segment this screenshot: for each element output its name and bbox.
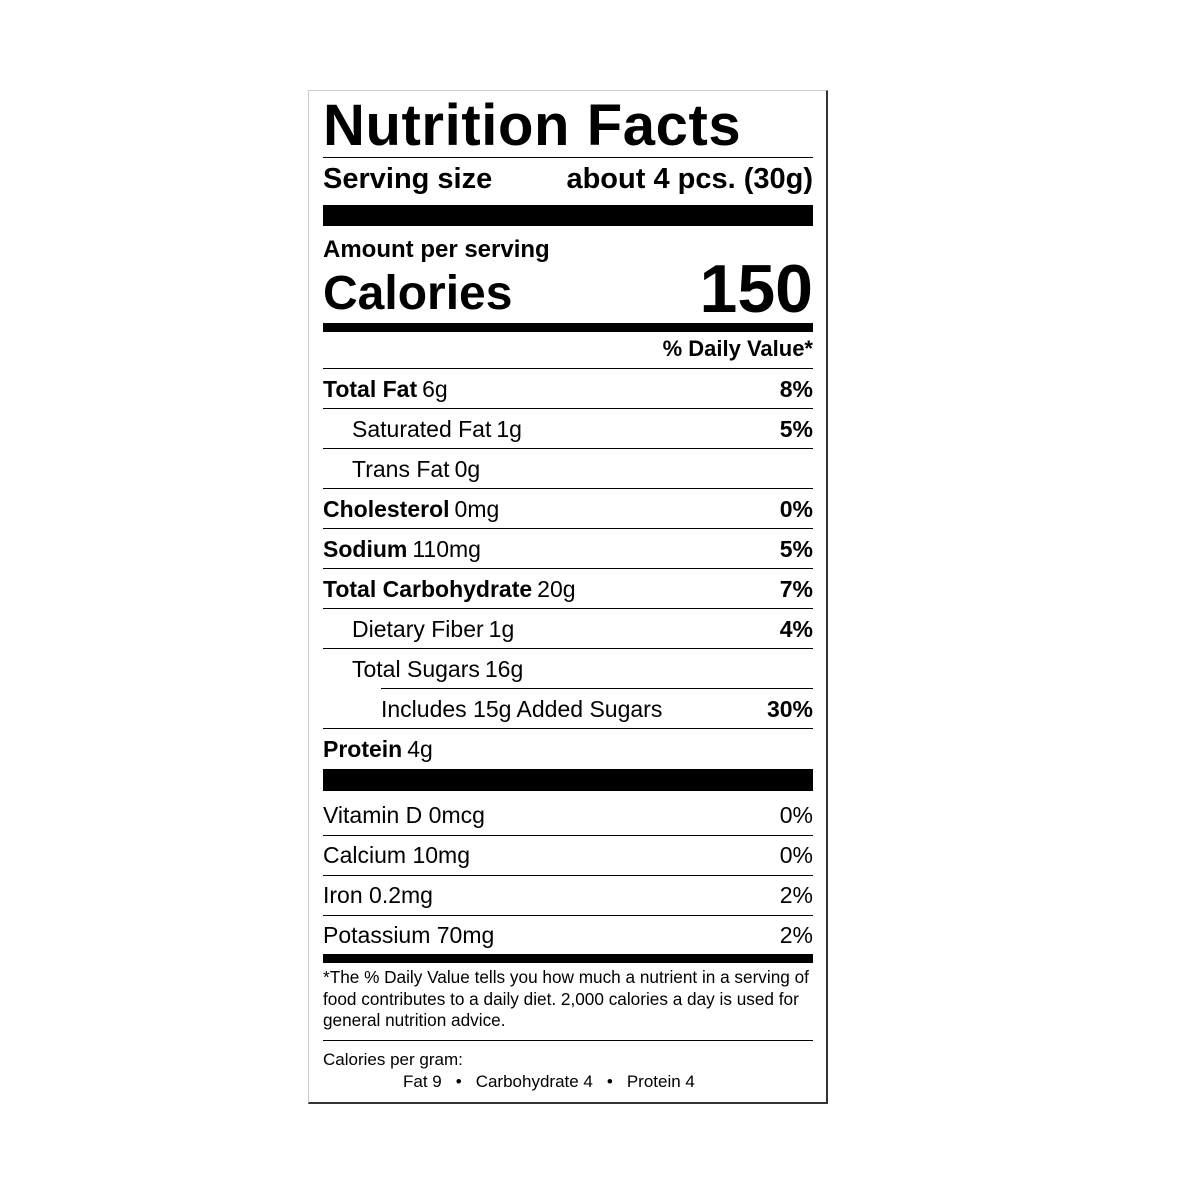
nutrient-row: Includes 15g Added Sugars 30% [323,689,813,729]
nutrient-daily-value: 0% [779,495,813,522]
vitamin-daily-value: 0% [779,801,813,828]
nutrient-daily-value: 5% [779,415,813,442]
nutrient-daily-value: 30% [766,695,813,722]
divider [323,875,813,876]
calories-value: 150 [699,251,813,327]
vitamin-daily-value: 0% [779,841,813,868]
nutrient-amount: 4g [407,735,433,762]
medium-divider [323,323,813,332]
nutrient-amount: 0mg [454,495,500,522]
divider [323,728,813,729]
serving-size-value: about 4 pcs. (30g) [566,163,813,195]
nutrient-name: Saturated Fat [352,415,492,442]
vitamin-row: Calcium 10mg 0% [323,835,813,875]
nutrient-row: Trans Fat 0g [323,449,813,489]
label-title: Nutrition Facts [323,93,742,158]
serving-size-label: Serving size [323,163,493,195]
vitamin-row: Iron 0.2mg 2% [323,875,813,915]
nutrient-amount: 16g [484,655,524,682]
divider [323,568,813,569]
nutrient-row: Dietary Fiber 1g 4% [323,609,813,649]
nutrient-row: Total Sugars 16g [323,649,813,689]
divider [323,915,813,916]
nutrient-name: Total Fat [323,375,418,402]
vitamin-row: Vitamin D 0mcg 0% [323,795,813,835]
nutrient-name: Total Carbohydrate [323,575,533,602]
medium-divider [323,954,813,963]
divider [323,157,813,158]
nutrient-row: Saturated Fat 1g 5% [323,409,813,449]
divider [323,488,813,489]
divider [323,448,813,449]
nutrient-amount: 1g [496,415,522,442]
nutrient-amount: 6g [422,375,448,402]
vitamin-label: Vitamin D 0mcg [323,801,485,828]
divider [323,1040,813,1041]
divider [323,608,813,609]
carbohydrate-per-gram: Carbohydrate 4 [475,1072,593,1091]
nutrient-daily-value: 5% [779,535,813,562]
vitamin-daily-value: 2% [779,921,813,948]
nutrient-daily-value: 7% [779,575,813,602]
nutrient-label: Includes 15g Added Sugars [381,696,662,723]
divider [323,835,813,836]
nutrient-name: Includes 15g Added Sugars [381,695,663,722]
divider [323,648,813,649]
divider [323,528,813,529]
vitamin-row: Potassium 70mg 2% [323,915,813,955]
nutrient-label: Protein 4g [323,736,433,763]
nutrient-row: Sodium 110mg 5% [323,529,813,569]
calories-label: Calories [323,267,513,320]
nutrient-daily-value: 4% [779,615,813,642]
divider [323,368,813,369]
nutrient-row: Total Carbohydrate 20g 7% [323,569,813,609]
nutrition-facts-label: Nutrition Facts Serving size about 4 pcs… [308,90,828,1104]
thick-divider [323,205,813,226]
nutrient-name: Cholesterol [323,495,450,522]
nutrient-label: Cholesterol 0mg [323,496,499,523]
nutrient-label: Saturated Fat 1g [352,416,522,443]
nutrient-label: Total Carbohydrate 20g [323,576,576,603]
vitamin-label: Potassium 70mg [323,921,495,948]
calories-per-gram-label: Calories per gram: [323,1050,463,1069]
nutrient-name: Protein [323,735,403,762]
vitamin-label: Calcium 10mg [323,841,470,868]
nutrient-amount: 20g [537,575,576,602]
nutrient-amount: 1g [488,615,515,642]
nutrient-label: Sodium 110mg [323,536,481,563]
nutrient-amount: 0g [454,455,481,482]
nutrient-name: Sodium [323,535,408,562]
nutrient-label: Dietary Fiber 1g [352,616,514,643]
nutrient-row: Cholesterol 0mg 0% [323,489,813,529]
daily-value-header: % Daily Value* [662,336,813,361]
nutrient-name: Dietary Fiber [352,615,484,642]
divider [323,408,813,409]
nutrient-label: Trans Fat 0g [352,456,480,483]
nutrient-row: Total Fat 6g 8% [323,369,813,409]
nutrient-name: Trans Fat [352,455,450,482]
nutrient-name: Total Sugars [352,655,480,682]
vitamin-daily-value: 2% [779,881,813,908]
bullet: • [606,1072,613,1091]
nutrient-row: Protein 4g [323,729,813,769]
protein-per-gram: Protein 4 [626,1072,695,1091]
serving-size: Serving size about 4 pcs. (30g) [323,161,813,197]
nutrient-amount: 110mg [412,535,481,562]
footnote: *The % Daily Value tells you how much a … [323,967,809,1030]
calories-per-gram: Calories per gram: Fat 9 • Carbohydrate 4 •… [323,1049,813,1093]
thick-divider [323,769,813,791]
nutrient-daily-value: 8% [779,375,813,402]
vitamin-label: Iron 0.2mg [323,881,433,908]
nutrient-label: Total Fat 6g [323,376,448,403]
divider [381,688,813,689]
nutrient-label: Total Sugars 16g [352,656,523,683]
amount-per-serving: Amount per serving [323,236,550,263]
bullet: • [455,1072,462,1091]
fat-per-gram: Fat 9 [403,1072,442,1091]
